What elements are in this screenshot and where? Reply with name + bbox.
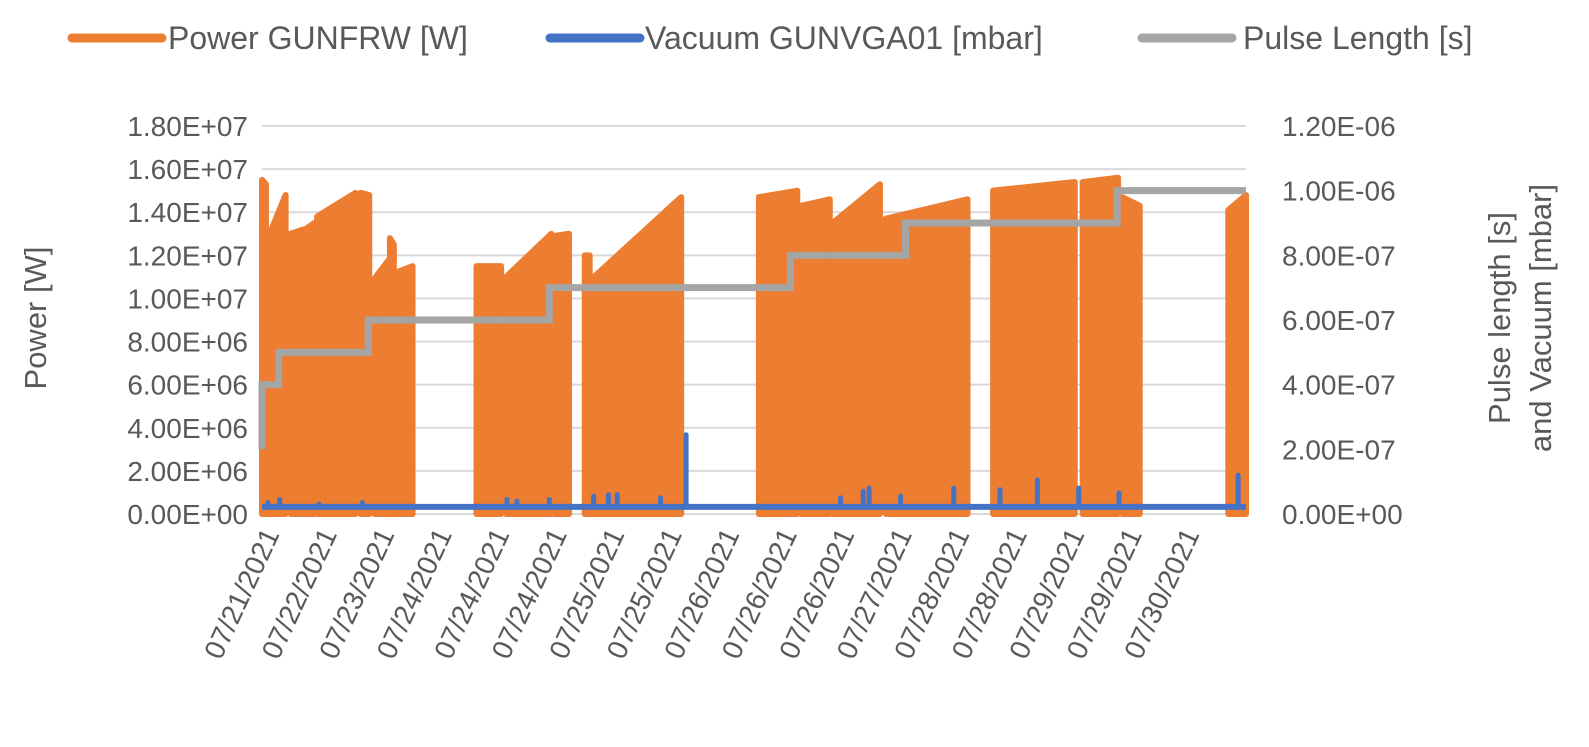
left-tick-label: 2.00E+06 [127, 456, 248, 487]
x-axis-ticks: 07/21/202107/22/202107/23/202107/24/2021… [198, 523, 1205, 663]
power-segment [287, 226, 307, 517]
legend-label-vacuum: Vacuum GUNVGA01 [mbar] [645, 20, 1043, 56]
right-tick-label: 2.00E-07 [1282, 434, 1396, 465]
power-segment [829, 181, 883, 517]
power-segment [503, 230, 555, 517]
power-segment [588, 194, 685, 517]
right-tick-label: 0.00E+00 [1282, 499, 1403, 530]
right-axis-ticks: 0.00E+00 2.00E-07 4.00E-07 6.00E-07 8.00E-07… [1282, 111, 1403, 530]
left-tick-label: 1.40E+07 [127, 197, 248, 228]
left-tick-label: 8.00E+06 [127, 327, 248, 358]
legend-label-power: Power GUNFRW [W] [168, 20, 468, 56]
right-tick-label: 1.00E-06 [1282, 176, 1396, 207]
power-segment [581, 252, 593, 517]
power-segment [798, 196, 833, 517]
left-axis-ticks: 0.00E+00 2.00E+06 4.00E+06 6.00E+06 8.00E+06… [127, 111, 248, 530]
power-segment [755, 187, 801, 517]
left-tick-label: 1.00E+07 [127, 283, 248, 314]
plot-area [258, 174, 1249, 517]
left-tick-label: 4.00E+06 [127, 413, 248, 444]
legend: Power GUNFRW [W] Vacuum GUNVGA01 [mbar] Pu… [67, 20, 1472, 56]
right-tick-label: 1.20E-06 [1282, 111, 1396, 142]
power-segment [473, 263, 505, 517]
left-tick-label: 1.60E+07 [127, 154, 248, 185]
power-segment [1225, 191, 1249, 517]
power-segment [551, 230, 573, 517]
right-tick-label: 8.00E-07 [1282, 240, 1396, 271]
power-segment [1119, 194, 1143, 517]
power-segment [1079, 174, 1122, 517]
power-segment [882, 196, 971, 517]
right-axis-title-line-2: and Vacuum [mbar] [1523, 184, 1558, 452]
power-segment [371, 256, 392, 517]
left-tick-label: 1.80E+07 [127, 111, 248, 142]
left-tick-label: 0.00E+00 [127, 499, 248, 530]
right-axis-title-line-1: Pulse length [s] [1482, 212, 1517, 424]
right-tick-label: 4.00E-07 [1282, 370, 1396, 401]
right-tick-label: 6.00E-07 [1282, 305, 1396, 336]
left-axis-title: Power [W] [18, 247, 53, 390]
power-segment [990, 179, 1078, 517]
legend-label-pulse: Pulse Length [s] [1243, 20, 1472, 56]
power-segment [302, 220, 318, 517]
pulse-length-line [258, 187, 1246, 450]
power-segment [392, 263, 416, 517]
left-tick-label: 6.00E+06 [127, 370, 248, 401]
left-tick-label: 1.20E+07 [127, 240, 248, 271]
